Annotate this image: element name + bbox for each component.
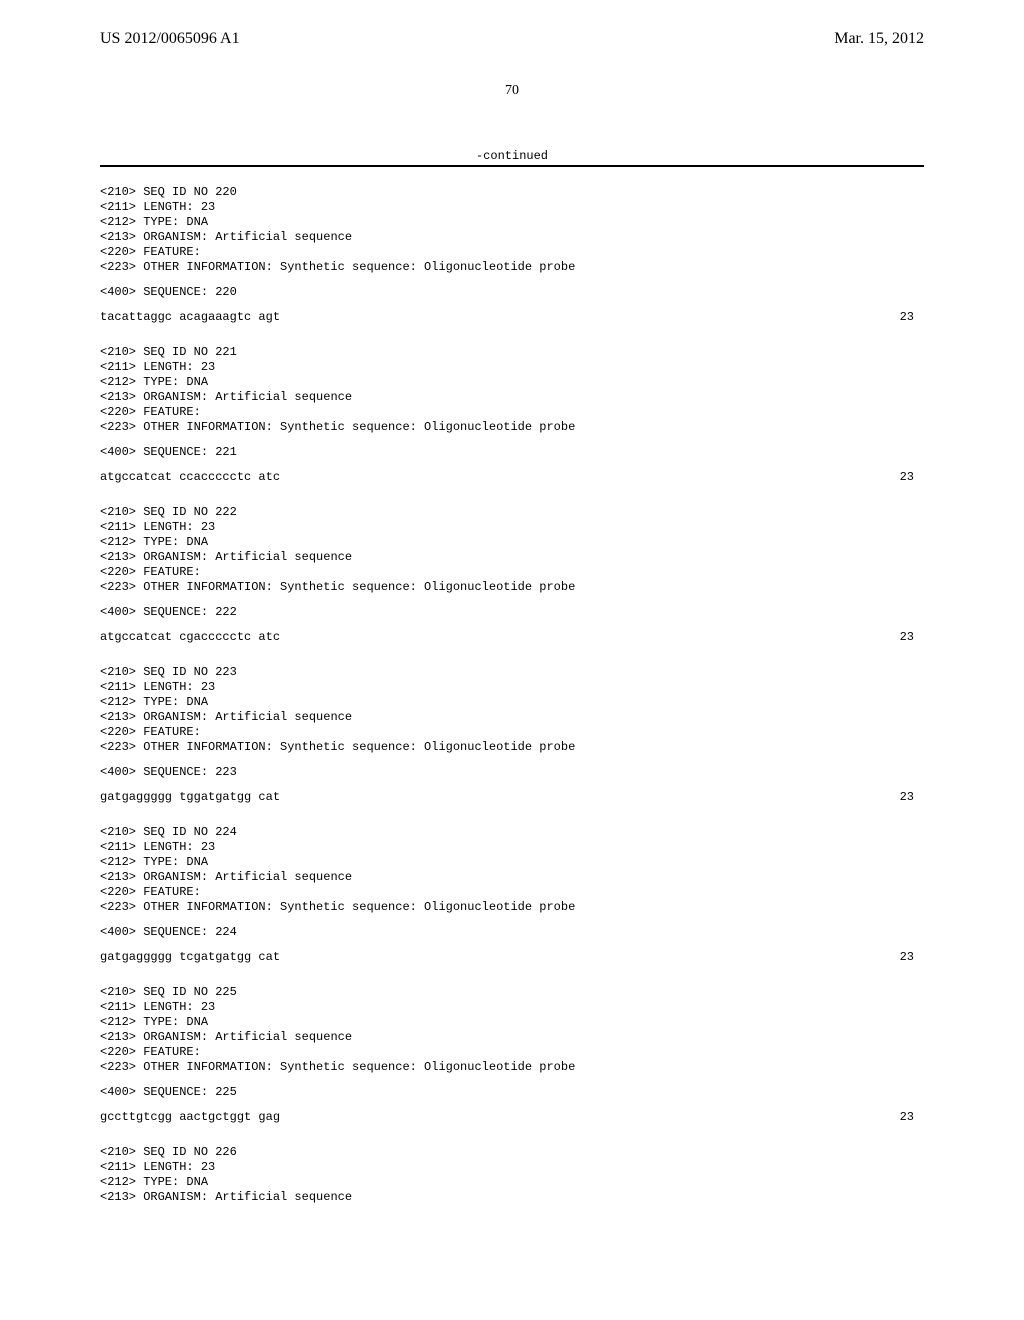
sequence-block: <210> SEQ ID NO 222<211> LENGTH: 23<212>… xyxy=(100,505,924,645)
sequence-block: <210> SEQ ID NO 226<211> LENGTH: 23<212>… xyxy=(100,1145,924,1205)
seq-length-line: <211> LENGTH: 23 xyxy=(100,840,924,855)
seq-length-line: <211> LENGTH: 23 xyxy=(100,520,924,535)
seq-type-line: <212> TYPE: DNA xyxy=(100,215,924,230)
seq-sequence-line: atgccatcat ccaccccctc atc 23 xyxy=(100,470,924,485)
seq-sequence-header: <400> SEQUENCE: 222 xyxy=(100,605,924,620)
seq-feature-line: <220> FEATURE: xyxy=(100,405,924,420)
seq-id-line: <210> SEQ ID NO 221 xyxy=(100,345,924,360)
seq-organism-line: <213> ORGANISM: Artificial sequence xyxy=(100,1190,924,1205)
seq-id-line: <210> SEQ ID NO 220 xyxy=(100,185,924,200)
seq-length-line: <211> LENGTH: 23 xyxy=(100,1160,924,1175)
seq-sequence-text: gatgaggggg tcgatgatgg cat xyxy=(100,950,280,965)
seq-organism-line: <213> ORGANISM: Artificial sequence xyxy=(100,230,924,245)
seq-sequence-line: gatgaggggg tcgatgatgg cat 23 xyxy=(100,950,924,965)
seq-type-line: <212> TYPE: DNA xyxy=(100,855,924,870)
seq-other-info-line: <223> OTHER INFORMATION: Synthetic seque… xyxy=(100,900,924,915)
seq-sequence-line: tacattaggc acagaaagtc agt 23 xyxy=(100,310,924,325)
sequence-block: <210> SEQ ID NO 225<211> LENGTH: 23<212>… xyxy=(100,985,924,1125)
seq-length-line: <211> LENGTH: 23 xyxy=(100,680,924,695)
seq-other-info-line: <223> OTHER INFORMATION: Synthetic seque… xyxy=(100,740,924,755)
seq-sequence-length: 23 xyxy=(900,630,924,645)
page-header: US 2012/0065096 A1 Mar. 15, 2012 xyxy=(100,30,924,48)
publication-date: Mar. 15, 2012 xyxy=(834,30,924,48)
seq-sequence-line: atgccatcat cgaccccctc atc 23 xyxy=(100,630,924,645)
seq-organism-line: <213> ORGANISM: Artificial sequence xyxy=(100,550,924,565)
seq-sequence-text: gccttgtcgg aactgctggt gag xyxy=(100,1110,280,1125)
seq-id-line: <210> SEQ ID NO 223 xyxy=(100,665,924,680)
sequence-block: <210> SEQ ID NO 221<211> LENGTH: 23<212>… xyxy=(100,345,924,485)
seq-id-line: <210> SEQ ID NO 226 xyxy=(100,1145,924,1160)
sequences-container: <210> SEQ ID NO 220<211> LENGTH: 23<212>… xyxy=(100,185,924,1205)
seq-length-line: <211> LENGTH: 23 xyxy=(100,200,924,215)
seq-sequence-header: <400> SEQUENCE: 223 xyxy=(100,765,924,780)
continued-label: -continued xyxy=(100,149,924,163)
sequence-block: <210> SEQ ID NO 224<211> LENGTH: 23<212>… xyxy=(100,825,924,965)
seq-sequence-text: atgccatcat cgaccccctc atc xyxy=(100,630,280,645)
seq-id-line: <210> SEQ ID NO 224 xyxy=(100,825,924,840)
seq-organism-line: <213> ORGANISM: Artificial sequence xyxy=(100,710,924,725)
seq-other-info-line: <223> OTHER INFORMATION: Synthetic seque… xyxy=(100,260,924,275)
page-number: 70 xyxy=(100,83,924,99)
seq-sequence-header: <400> SEQUENCE: 221 xyxy=(100,445,924,460)
seq-sequence-length: 23 xyxy=(900,310,924,325)
seq-feature-line: <220> FEATURE: xyxy=(100,245,924,260)
seq-sequence-length: 23 xyxy=(900,470,924,485)
seq-sequence-text: tacattaggc acagaaagtc agt xyxy=(100,310,280,325)
seq-sequence-text: atgccatcat ccaccccctc atc xyxy=(100,470,280,485)
seq-type-line: <212> TYPE: DNA xyxy=(100,535,924,550)
seq-sequence-header: <400> SEQUENCE: 220 xyxy=(100,285,924,300)
seq-sequence-length: 23 xyxy=(900,950,924,965)
seq-other-info-line: <223> OTHER INFORMATION: Synthetic seque… xyxy=(100,420,924,435)
seq-sequence-line: gccttgtcgg aactgctggt gag 23 xyxy=(100,1110,924,1125)
seq-sequence-line: gatgaggggg tggatgatgg cat 23 xyxy=(100,790,924,805)
seq-feature-line: <220> FEATURE: xyxy=(100,565,924,580)
seq-type-line: <212> TYPE: DNA xyxy=(100,375,924,390)
publication-number: US 2012/0065096 A1 xyxy=(100,30,240,48)
seq-feature-line: <220> FEATURE: xyxy=(100,885,924,900)
seq-organism-line: <213> ORGANISM: Artificial sequence xyxy=(100,1030,924,1045)
seq-type-line: <212> TYPE: DNA xyxy=(100,695,924,710)
seq-feature-line: <220> FEATURE: xyxy=(100,1045,924,1060)
sequence-block: <210> SEQ ID NO 223<211> LENGTH: 23<212>… xyxy=(100,665,924,805)
seq-other-info-line: <223> OTHER INFORMATION: Synthetic seque… xyxy=(100,1060,924,1075)
divider-top xyxy=(100,165,924,167)
seq-sequence-header: <400> SEQUENCE: 224 xyxy=(100,925,924,940)
seq-sequence-header: <400> SEQUENCE: 225 xyxy=(100,1085,924,1100)
seq-organism-line: <213> ORGANISM: Artificial sequence xyxy=(100,390,924,405)
seq-type-line: <212> TYPE: DNA xyxy=(100,1015,924,1030)
seq-sequence-text: gatgaggggg tggatgatgg cat xyxy=(100,790,280,805)
sequence-block: <210> SEQ ID NO 220<211> LENGTH: 23<212>… xyxy=(100,185,924,325)
seq-sequence-length: 23 xyxy=(900,790,924,805)
seq-id-line: <210> SEQ ID NO 225 xyxy=(100,985,924,1000)
seq-length-line: <211> LENGTH: 23 xyxy=(100,1000,924,1015)
seq-sequence-length: 23 xyxy=(900,1110,924,1125)
seq-length-line: <211> LENGTH: 23 xyxy=(100,360,924,375)
seq-type-line: <212> TYPE: DNA xyxy=(100,1175,924,1190)
seq-feature-line: <220> FEATURE: xyxy=(100,725,924,740)
seq-organism-line: <213> ORGANISM: Artificial sequence xyxy=(100,870,924,885)
seq-other-info-line: <223> OTHER INFORMATION: Synthetic seque… xyxy=(100,580,924,595)
seq-id-line: <210> SEQ ID NO 222 xyxy=(100,505,924,520)
